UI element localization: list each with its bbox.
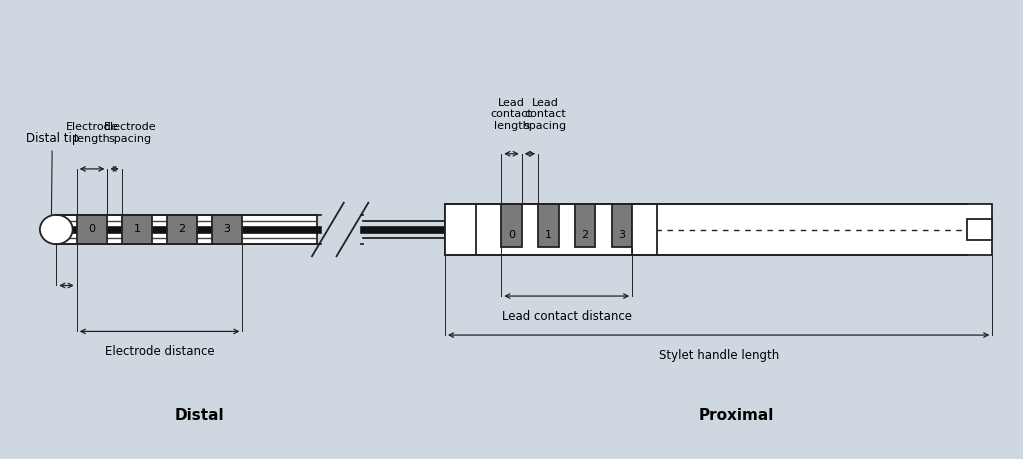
Bar (632, 204, 657, 255)
Bar (212, 215, 242, 244)
Text: Distal: Distal (175, 408, 224, 423)
Text: Electrode
spacing: Electrode spacing (103, 122, 157, 144)
Ellipse shape (40, 215, 73, 244)
Bar (612, 204, 632, 247)
Bar (77, 215, 107, 244)
Text: Lead
contact
spacing: Lead contact spacing (524, 98, 567, 131)
Bar (575, 204, 595, 247)
Bar (122, 215, 152, 244)
Text: 1: 1 (545, 230, 551, 240)
Text: 2: 2 (179, 224, 185, 235)
Bar (445, 204, 476, 255)
Text: 0: 0 (508, 230, 515, 240)
Bar (167, 215, 197, 244)
Text: Distal tip: Distal tip (26, 132, 79, 219)
Text: Lead
contact
length: Lead contact length (491, 98, 532, 131)
Text: 3: 3 (619, 230, 625, 240)
Text: 1: 1 (134, 224, 140, 235)
Text: Stylet handle length: Stylet handle length (659, 349, 779, 362)
Text: 2: 2 (582, 230, 588, 240)
Bar (595, 207, 612, 247)
Text: 0: 0 (89, 224, 95, 235)
Text: 3: 3 (224, 224, 230, 235)
Bar (538, 204, 559, 247)
Bar (56, 215, 317, 244)
Bar (522, 207, 538, 247)
Bar (559, 207, 575, 247)
Text: Electrode
length: Electrode length (65, 122, 119, 144)
Text: Lead contact distance: Lead contact distance (501, 310, 632, 323)
Bar (501, 204, 522, 247)
Text: Proximal: Proximal (699, 408, 774, 423)
Bar (445, 204, 992, 255)
Text: Electrode distance: Electrode distance (104, 345, 215, 358)
Bar (967, 219, 992, 240)
